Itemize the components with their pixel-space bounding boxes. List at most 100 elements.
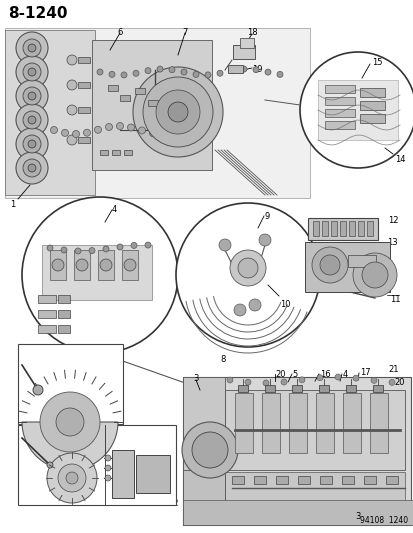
Circle shape — [388, 379, 394, 385]
Circle shape — [145, 68, 151, 74]
Circle shape — [105, 124, 112, 131]
Circle shape — [334, 374, 340, 380]
Circle shape — [169, 67, 175, 72]
Bar — [78, 107, 90, 113]
Circle shape — [370, 377, 376, 383]
Circle shape — [276, 71, 282, 77]
Bar — [324, 85, 354, 93]
Circle shape — [216, 70, 223, 76]
Circle shape — [157, 66, 163, 72]
Circle shape — [47, 245, 53, 251]
Circle shape — [67, 105, 77, 115]
Bar — [224, 390, 404, 470]
Bar — [348, 221, 354, 236]
Circle shape — [40, 392, 100, 452]
Text: 11: 11 — [389, 295, 399, 304]
Bar — [359, 101, 384, 110]
Bar — [261, 393, 279, 453]
Text: 16: 16 — [319, 370, 330, 379]
Bar — [359, 88, 384, 97]
Bar — [254, 476, 266, 484]
Text: 13: 13 — [386, 238, 396, 247]
Bar — [58, 295, 70, 303]
Circle shape — [182, 126, 189, 133]
Text: 8: 8 — [219, 355, 225, 364]
Circle shape — [28, 44, 36, 52]
Circle shape — [121, 72, 127, 78]
Circle shape — [299, 52, 413, 168]
Bar — [341, 476, 353, 484]
Text: 10: 10 — [279, 300, 290, 309]
Circle shape — [156, 90, 199, 134]
Bar — [124, 150, 132, 155]
Text: CAMSHAFT: CAMSHAFT — [40, 427, 74, 432]
Circle shape — [226, 377, 233, 383]
Circle shape — [133, 67, 223, 157]
Circle shape — [237, 258, 257, 278]
Circle shape — [67, 135, 77, 145]
Circle shape — [192, 432, 228, 468]
Text: 14: 14 — [394, 155, 404, 164]
Bar — [366, 221, 372, 236]
Text: 23: 23 — [30, 499, 40, 508]
Circle shape — [33, 385, 43, 395]
Bar — [240, 38, 254, 48]
Text: 20: 20 — [274, 370, 285, 379]
Circle shape — [67, 80, 77, 90]
Bar — [330, 221, 336, 236]
Bar — [324, 97, 354, 105]
Bar — [385, 476, 397, 484]
Circle shape — [298, 377, 304, 383]
Bar — [237, 385, 247, 392]
Circle shape — [16, 152, 48, 184]
Circle shape — [28, 164, 36, 172]
Text: 24: 24 — [82, 349, 93, 358]
Circle shape — [252, 67, 259, 72]
Circle shape — [83, 129, 90, 136]
Bar — [324, 109, 354, 117]
Circle shape — [264, 69, 271, 75]
Text: 20: 20 — [393, 378, 404, 387]
Circle shape — [228, 68, 235, 74]
Circle shape — [23, 39, 41, 57]
Text: SENSOR: SENSOR — [75, 364, 101, 369]
Bar — [78, 57, 90, 63]
Text: 22: 22 — [168, 499, 178, 508]
Circle shape — [124, 259, 136, 271]
Circle shape — [352, 253, 396, 297]
Circle shape — [160, 131, 167, 138]
Circle shape — [142, 77, 212, 147]
Wedge shape — [22, 422, 118, 470]
Bar — [228, 65, 242, 73]
Bar — [5, 28, 309, 198]
Bar — [342, 393, 360, 453]
Circle shape — [72, 131, 79, 138]
Circle shape — [319, 255, 339, 275]
Circle shape — [145, 242, 151, 248]
Bar — [235, 393, 252, 453]
Bar — [5, 30, 95, 195]
Circle shape — [16, 80, 48, 112]
Bar — [112, 150, 120, 155]
Bar — [108, 85, 118, 91]
Bar — [18, 344, 123, 424]
Circle shape — [105, 475, 111, 481]
Circle shape — [94, 126, 101, 133]
Circle shape — [240, 66, 247, 72]
Bar — [359, 114, 384, 123]
Text: 18: 18 — [246, 28, 257, 37]
Circle shape — [280, 379, 286, 385]
Bar — [319, 476, 331, 484]
Circle shape — [230, 250, 266, 286]
Circle shape — [262, 380, 268, 386]
Bar — [357, 221, 363, 236]
Text: 7: 7 — [182, 28, 187, 37]
Bar — [345, 385, 355, 392]
Circle shape — [28, 92, 36, 100]
Bar — [42, 245, 152, 300]
Bar — [38, 325, 56, 333]
Circle shape — [100, 259, 112, 271]
Text: 2: 2 — [42, 358, 47, 367]
Text: 15: 15 — [371, 58, 382, 67]
Bar — [307, 218, 377, 240]
